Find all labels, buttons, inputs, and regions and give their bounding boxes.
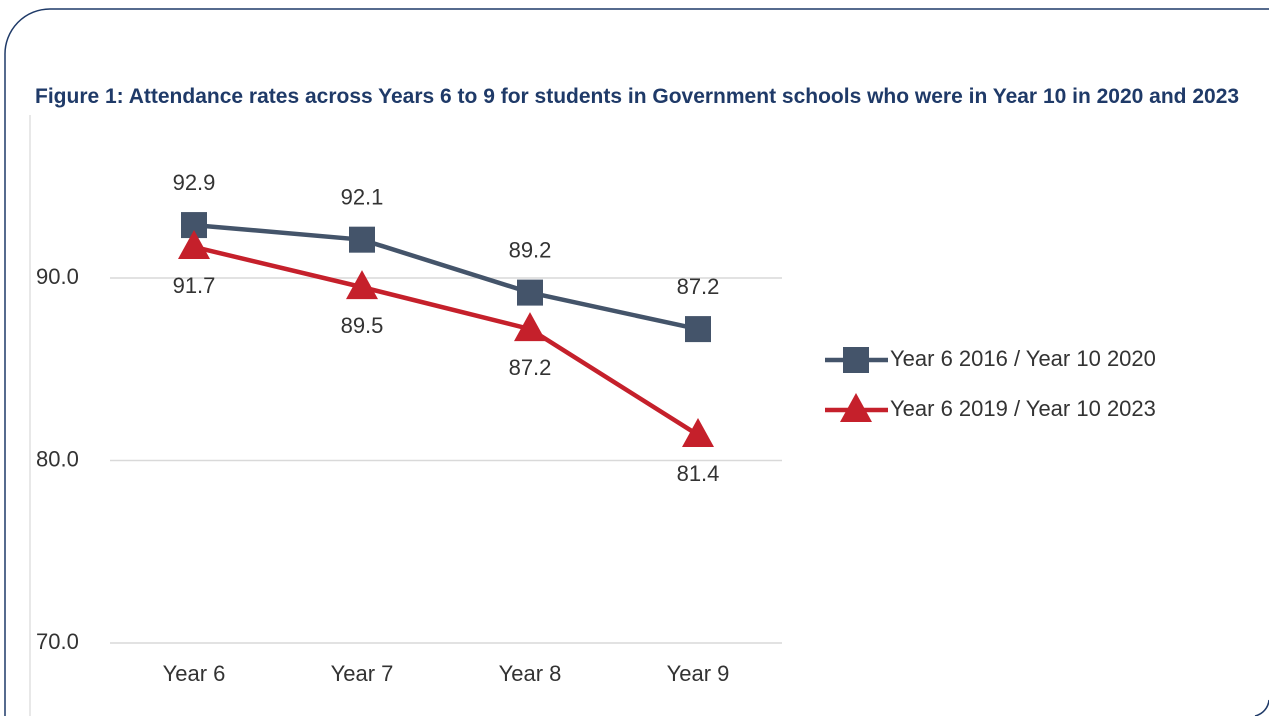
x-tick-label: Year 9 xyxy=(667,661,730,686)
data-point xyxy=(349,226,375,253)
data-label: 92.9 xyxy=(173,170,216,195)
x-tick-label: Year 7 xyxy=(331,661,394,686)
chart-title: Figure 1: Attendance rates across Years … xyxy=(35,85,1240,108)
legend-marker xyxy=(840,393,872,422)
series-line xyxy=(193,222,699,332)
data-point xyxy=(178,229,210,259)
data-label: 81.4 xyxy=(677,461,720,486)
y-tick-label: 70.0 xyxy=(36,629,79,654)
y-tick-label: 80.0 xyxy=(36,446,79,471)
panel-border xyxy=(1254,699,1269,716)
series-line xyxy=(193,244,700,437)
data-label: 92.1 xyxy=(341,184,384,209)
legend-label: Year 6 2019 / Year 10 2023 xyxy=(890,396,1156,421)
data-label: 87.2 xyxy=(509,355,552,380)
data-label: 89.5 xyxy=(341,313,384,338)
data-point xyxy=(514,312,546,342)
data-point xyxy=(346,270,378,300)
data-label: 89.2 xyxy=(509,237,552,262)
x-tick-label: Year 8 xyxy=(499,661,562,686)
data-label: 87.2 xyxy=(677,274,720,299)
data-label: 91.7 xyxy=(173,273,216,298)
legend-marker xyxy=(843,347,869,373)
y-tick-label: 90.0 xyxy=(36,264,79,289)
data-point xyxy=(682,417,714,447)
panel-border xyxy=(4,8,1269,716)
data-point xyxy=(685,316,711,343)
data-point xyxy=(517,279,543,306)
legend-label: Year 6 2016 / Year 10 2020 xyxy=(890,346,1156,371)
x-tick-label: Year 6 xyxy=(163,661,226,686)
